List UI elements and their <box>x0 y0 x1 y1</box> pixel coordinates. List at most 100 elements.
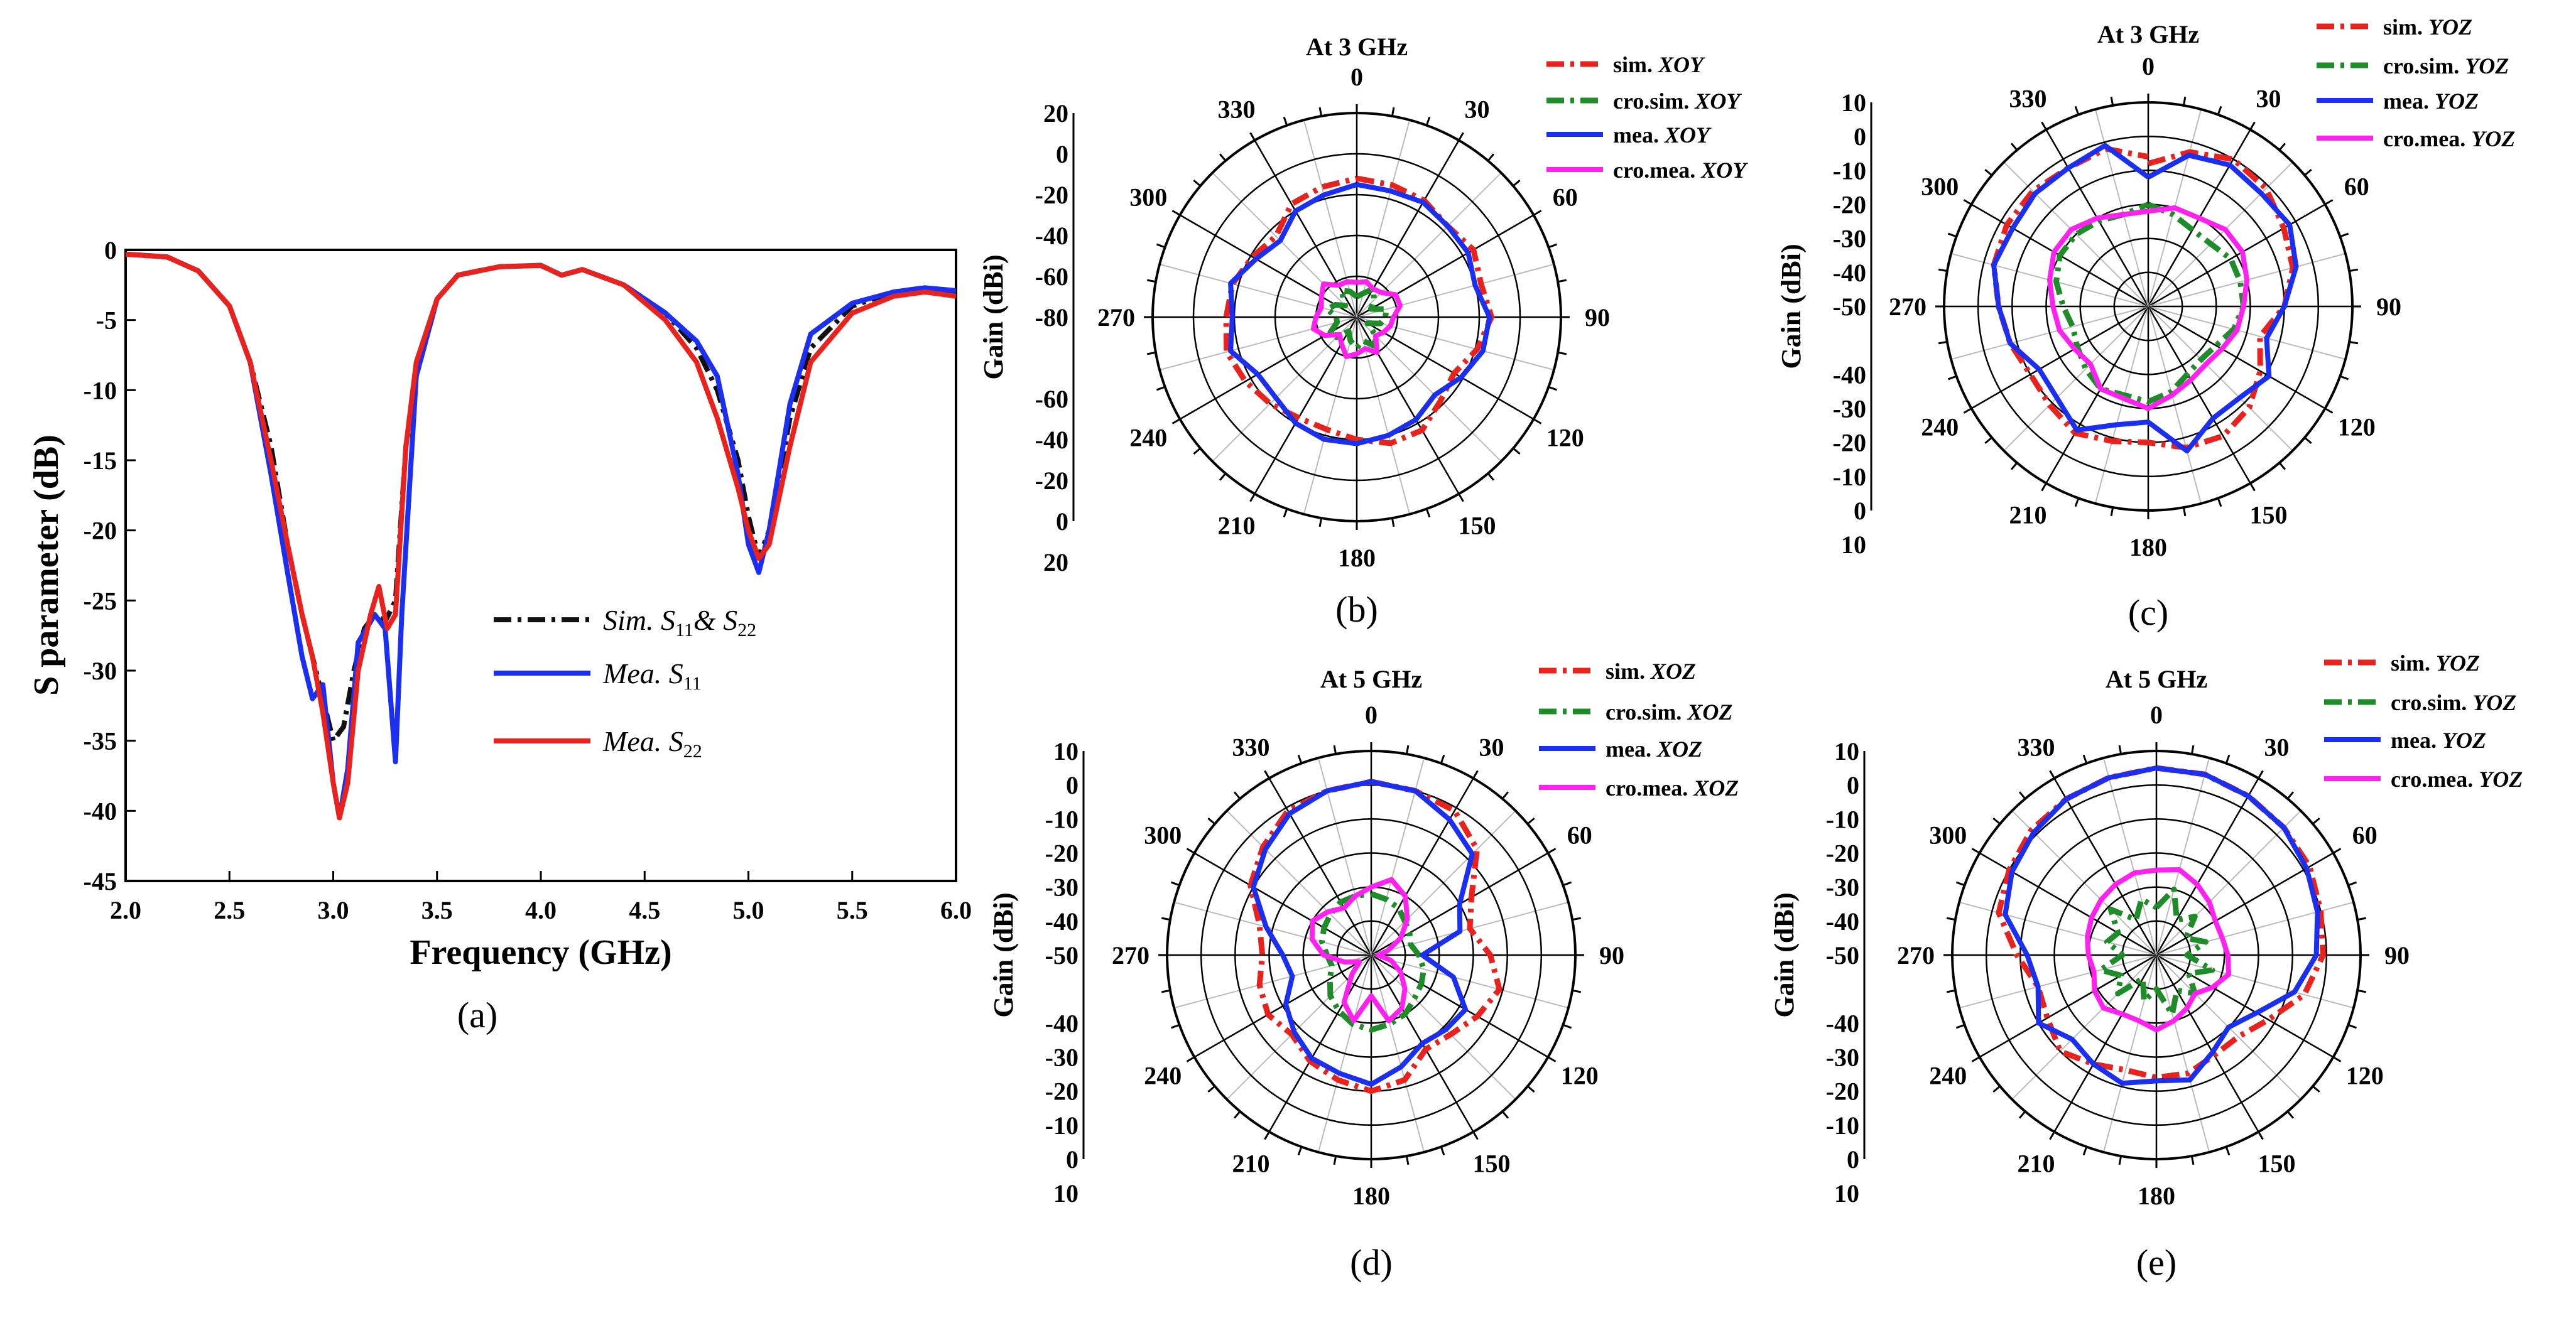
panel-d-outer-tick <box>1161 989 1171 993</box>
panel-b-angle-label: 150 <box>1459 512 1496 540</box>
panel-b-angle-label: 60 <box>1553 183 1578 212</box>
panel-c-outer-tick <box>2339 375 2349 381</box>
panel-d-outer-tick <box>1233 791 1241 799</box>
panel-b-series-line <box>1223 175 1494 446</box>
panel-b-radial-tick-label: 20 <box>1043 548 1068 576</box>
panel-d-angle-label: 330 <box>1232 733 1270 761</box>
panel-d-outer-tick <box>1170 1024 1180 1029</box>
panel-d-outer-tick <box>1264 770 1270 779</box>
panel-b-legend-entry: cro.sim. XOY <box>1613 89 1742 114</box>
panel-b-outer-tick <box>1318 517 1323 527</box>
panel-e-angle-label: 120 <box>2346 1062 2384 1090</box>
panel-c-outer-tick <box>2324 199 2334 205</box>
panel-a-caption: (a) <box>457 995 497 1035</box>
panel-b-radial-tick-label: -20 <box>1035 181 1068 209</box>
panel-a-series-line <box>125 251 957 743</box>
panel-b-outer-tick <box>1156 243 1166 249</box>
panel-c-outer-tick <box>2041 482 2047 492</box>
panel-e-outer-tick <box>2312 1085 2320 1093</box>
panel-c-radial-tick-label: -10 <box>1833 463 1866 491</box>
panel-b-series-line <box>1228 181 1492 446</box>
panel-a-series-line <box>125 251 957 821</box>
panel-e-outer-tick <box>2190 745 2195 755</box>
panel-c-outer-tick <box>2074 105 2080 116</box>
panel-c-radial-tick-label: 0 <box>1854 122 1866 151</box>
panel-b-outer-tick <box>1513 447 1521 455</box>
panel-c-angle-label: 90 <box>2376 293 2401 321</box>
panel-e-radial-tick-label: 0 <box>1847 771 1859 799</box>
panel-c-series-line <box>1991 143 2299 454</box>
panel-d-outer-tick <box>1501 791 1509 799</box>
panel-c-outer-tick <box>1963 199 1972 205</box>
panel-d-angle-label: 60 <box>1567 821 1592 850</box>
panel-d-outer-tick <box>1472 770 1479 779</box>
panel-d-angle-label: 90 <box>1599 941 1624 970</box>
panel-d-angle-label: 0 <box>1365 701 1378 729</box>
panel-e-outer-tick <box>1971 848 1981 854</box>
panel-c-angle-label: 60 <box>2344 173 2369 201</box>
panel-e-series-line <box>2085 867 2232 1033</box>
panel-e-legend-entry: cro.mea. YOZ <box>2391 767 2523 792</box>
panel-c-series-line <box>1991 146 2296 451</box>
panel-c-angle-label: 150 <box>2250 501 2288 529</box>
panel-b-outer-tick <box>1548 243 1558 249</box>
panel-e-angle-label: 90 <box>2384 941 2410 970</box>
panel-b-outer-tick <box>1533 210 1542 216</box>
panel-b-outer-tick <box>1171 210 1181 216</box>
panel-e-radial-tick-label: -10 <box>1826 1111 1859 1140</box>
panel-b-radial-tick-label: -60 <box>1035 262 1068 291</box>
panel-e-radial-tick-label: -30 <box>1826 873 1859 902</box>
panel-c-radial-tick-label: -20 <box>1833 429 1866 457</box>
panel-b-outer-tick <box>1156 386 1166 391</box>
panel-d-outer-tick <box>1186 1056 1195 1062</box>
panel-c-angle-label: 120 <box>2338 413 2376 441</box>
panel-b-radial-tick-label: 0 <box>1056 140 1068 168</box>
panel-d-angle-label: 270 <box>1112 941 1149 970</box>
panel-b-radial-tick-label: -40 <box>1035 426 1068 454</box>
panel-a-y-axis-label: S parameter (dB) <box>27 435 66 696</box>
panel-d-radial-tick-label: 10 <box>1053 737 1079 765</box>
panel-e-caption: (e) <box>2136 1242 2177 1283</box>
panel-c-radial-tick-label: -30 <box>1833 225 1866 253</box>
panel-b-spoke <box>1356 316 1502 462</box>
panel-e-outer-tick <box>2225 1146 2231 1156</box>
panel-c-outer-tick <box>1938 268 1948 273</box>
panel-c-outer-tick <box>2110 96 2114 106</box>
panel-d-radial-tick-label: -30 <box>1045 1044 1079 1072</box>
panel-a-x-axis-label: Frequency (GHz) <box>410 933 671 972</box>
panel-e-angle-label: 30 <box>2264 733 2290 761</box>
panel-b-angle-label: 330 <box>1218 95 1256 123</box>
panel-e-outer-tick <box>1992 1085 2001 1093</box>
panel-e-series-line <box>1996 765 2326 1081</box>
panel-d-angle-label: 240 <box>1144 1062 1182 1090</box>
panel-e-outer-tick <box>2018 791 2026 799</box>
panel-d-outer-tick <box>1333 1155 1337 1165</box>
panel-a-y-tick-label: -25 <box>84 586 117 615</box>
panel-a-x-tick-label: 3.0 <box>318 896 349 924</box>
panel-d-radial-tick-label: -20 <box>1045 1078 1079 1106</box>
panel-a-y-tick-label: -35 <box>84 727 117 755</box>
panel-d-outer-tick <box>1207 817 1215 825</box>
panel-a-x-ticks: 2.0 2.5 3.0 3.5 4.0 4.5 5.0 5.5 6.0 <box>110 871 972 924</box>
panel-b-angle-label: 180 <box>1338 544 1376 572</box>
panel-a-y-tick-label: -10 <box>84 376 117 404</box>
panel-d-legend-entry: sim. XOZ <box>1606 659 1696 684</box>
panel-c-radial-tick-label: -50 <box>1833 293 1866 321</box>
panel-d-outer-tick <box>1333 745 1337 755</box>
panel-d-outer-tick <box>1572 989 1582 993</box>
panel-c-outer-tick <box>2349 340 2359 345</box>
panel-a-y-tick-label: -40 <box>84 797 117 825</box>
panel-d-radial-tick-label: -50 <box>1045 941 1079 970</box>
panel-e-legend-entry: sim. YOZ <box>2391 651 2480 676</box>
panel-d-polar-chart: 0 30 60 90 120 150 180 210 240 270 300 330 10 0 -10 -20… <box>988 659 1739 1283</box>
panel-d-radial-tick-label: -40 <box>1045 1009 1079 1037</box>
panel-b-outer-tick <box>1249 132 1256 141</box>
panel-b-angle-label: 240 <box>1129 424 1167 452</box>
panel-d-title: At 5 GHz <box>1320 665 1422 693</box>
panel-a-y-tick-label: -45 <box>84 867 117 895</box>
panel-d-radial-tick-label: 10 <box>1053 1179 1079 1207</box>
panel-a-y-tick-label: -15 <box>84 446 117 475</box>
panel-e-radial-tick-label: -50 <box>1826 941 1859 970</box>
panel-d-outer-tick <box>1547 1056 1557 1062</box>
panel-d-outer-tick <box>1547 848 1557 854</box>
